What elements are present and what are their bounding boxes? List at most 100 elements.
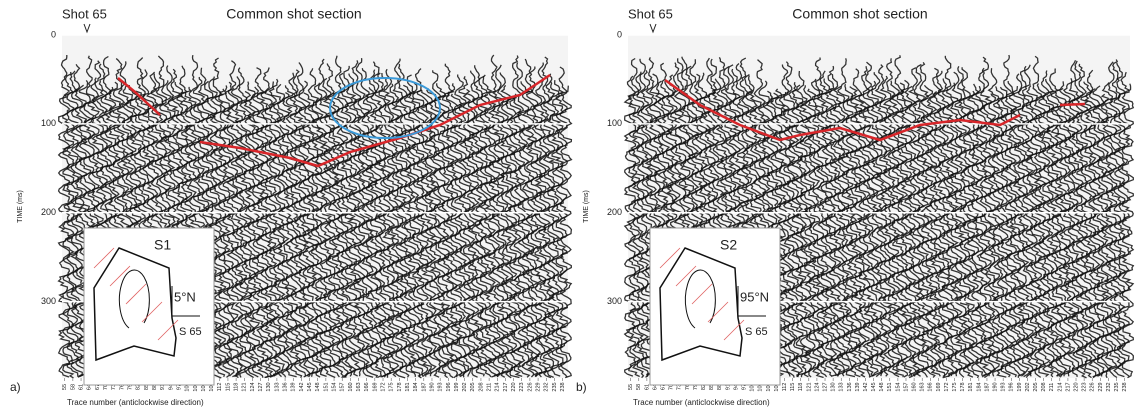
seismic-trace (314, 58, 329, 378)
seismic-trace (836, 58, 851, 377)
seismic-trace (628, 57, 642, 378)
seismic-trace (1029, 55, 1043, 377)
x-tick-label: 64 (87, 384, 93, 390)
x-tick-label: 136 (847, 382, 853, 391)
x-tick-label: 100 (185, 382, 191, 391)
x-tick-label: 169 (936, 382, 942, 391)
survey-outline (659, 247, 743, 362)
x-tick-label: 127 (822, 382, 828, 391)
seismic-trace (1117, 71, 1131, 377)
x-tick-label: 211 (487, 383, 493, 392)
x-tick-label: 130 (831, 382, 837, 391)
seismic-trace (819, 78, 834, 377)
x-tick-label: 58 (636, 384, 642, 390)
y-axis-label: TIME (ms) (583, 190, 590, 223)
seismic-trace (428, 70, 442, 377)
seismic-trace (403, 74, 417, 377)
x-tick-label: 97 (176, 384, 182, 390)
seismic-trace (369, 61, 383, 379)
x-axis-label: Trace number (anticlockwise direction) (633, 398, 770, 407)
profile-line (141, 301, 163, 323)
seismic-trace (534, 62, 548, 378)
seismic-trace (260, 67, 274, 379)
north-axes (171, 286, 200, 317)
x-tick-label: 100 (750, 382, 756, 391)
seismic-trace (1008, 86, 1022, 377)
picked-horizon (664, 78, 1021, 142)
x-tick-label: 88 (152, 384, 158, 390)
x-tick-label: 196 (1009, 382, 1015, 391)
x-tick-label: 214 (495, 382, 501, 391)
x-tick-label: 205 (1033, 382, 1039, 391)
seismic-trace (824, 65, 838, 377)
x-tick-label: 82 (136, 384, 142, 390)
x-tick-label: 136 (283, 382, 289, 391)
y-tick-label: 0 (51, 29, 56, 39)
x-tick-label: 73 (111, 384, 117, 390)
x-tick-label: 175 (952, 382, 958, 391)
x-tick-label: 133 (839, 382, 845, 391)
seismic-trace (1062, 78, 1076, 377)
y-tick-label: 100 (607, 118, 622, 128)
x-tick-label: 163 (356, 382, 362, 391)
seismic-trace (218, 85, 232, 378)
x-tick-label: 208 (1041, 382, 1047, 391)
profile-line (157, 319, 179, 341)
x-tick-label: 172 (944, 382, 950, 391)
x-tick-label: 211 (1049, 383, 1055, 392)
seismic-trace (1066, 60, 1080, 377)
x-tick-label: 160 (912, 382, 918, 391)
seismic-trace (340, 65, 354, 379)
x-tick-label: 154 (895, 382, 901, 391)
shot-marker (83, 23, 91, 34)
y-tick-label: 300 (41, 296, 56, 306)
x-tick-label: 181 (968, 382, 974, 391)
x-tick-label: 94 (733, 384, 739, 390)
x-tick-label: 154 (331, 382, 337, 391)
x-tick-label: 220 (511, 382, 517, 391)
profile-line (675, 265, 697, 287)
y-tick-label: 200 (41, 207, 56, 217)
seismic-trace (222, 81, 236, 377)
seismic-trace (462, 88, 477, 378)
seismic-trace (962, 90, 976, 378)
x-tick-label: 148 (879, 382, 885, 391)
seismic-trace (559, 85, 573, 379)
x-tick-label: 67 (95, 384, 101, 390)
x-tick-label: 193 (1001, 382, 1007, 391)
seismic-trace (786, 82, 800, 377)
x-tick-label: 55 (628, 384, 634, 390)
x-tick-label: 181 (405, 382, 411, 391)
seismic-trace (62, 71, 75, 379)
rotation-arrow (684, 269, 716, 329)
seismic-trace (364, 69, 379, 378)
seismic-trace (416, 89, 429, 379)
seismic-trace (1100, 82, 1114, 377)
x-tick-label: 115 (790, 383, 796, 392)
profile-line (109, 265, 131, 287)
y-tick-label: 300 (607, 296, 622, 306)
seismic-trace (352, 58, 367, 377)
seismic-trace (268, 78, 282, 378)
x-axis-label: Trace number (anticlockwise direction) (67, 398, 204, 407)
x-tick-label: 160 (348, 382, 354, 391)
seismic-trace (832, 85, 846, 377)
x-tick-label: 79 (127, 384, 133, 390)
x-tick-label: 58 (70, 384, 76, 390)
seismic-trace (1108, 59, 1122, 379)
seismic-trace (882, 58, 897, 377)
seismic-trace (995, 86, 1009, 378)
x-tick-label: 169 (372, 382, 378, 391)
rotation-arrow (118, 269, 150, 329)
survey-outline (93, 247, 177, 362)
x-tick-label: 184 (413, 382, 419, 391)
seismic-trace (57, 55, 71, 378)
seismic-trace (386, 83, 400, 378)
seismic-trace (857, 66, 872, 377)
shot-label: Shot 65 (628, 6, 673, 21)
x-tick-label: 202 (462, 382, 468, 391)
x-tick-label: 61 (78, 384, 84, 390)
x-tick-label: 124 (814, 382, 820, 391)
x-tick-label: 172 (380, 382, 386, 391)
seismic-trace (525, 66, 539, 377)
